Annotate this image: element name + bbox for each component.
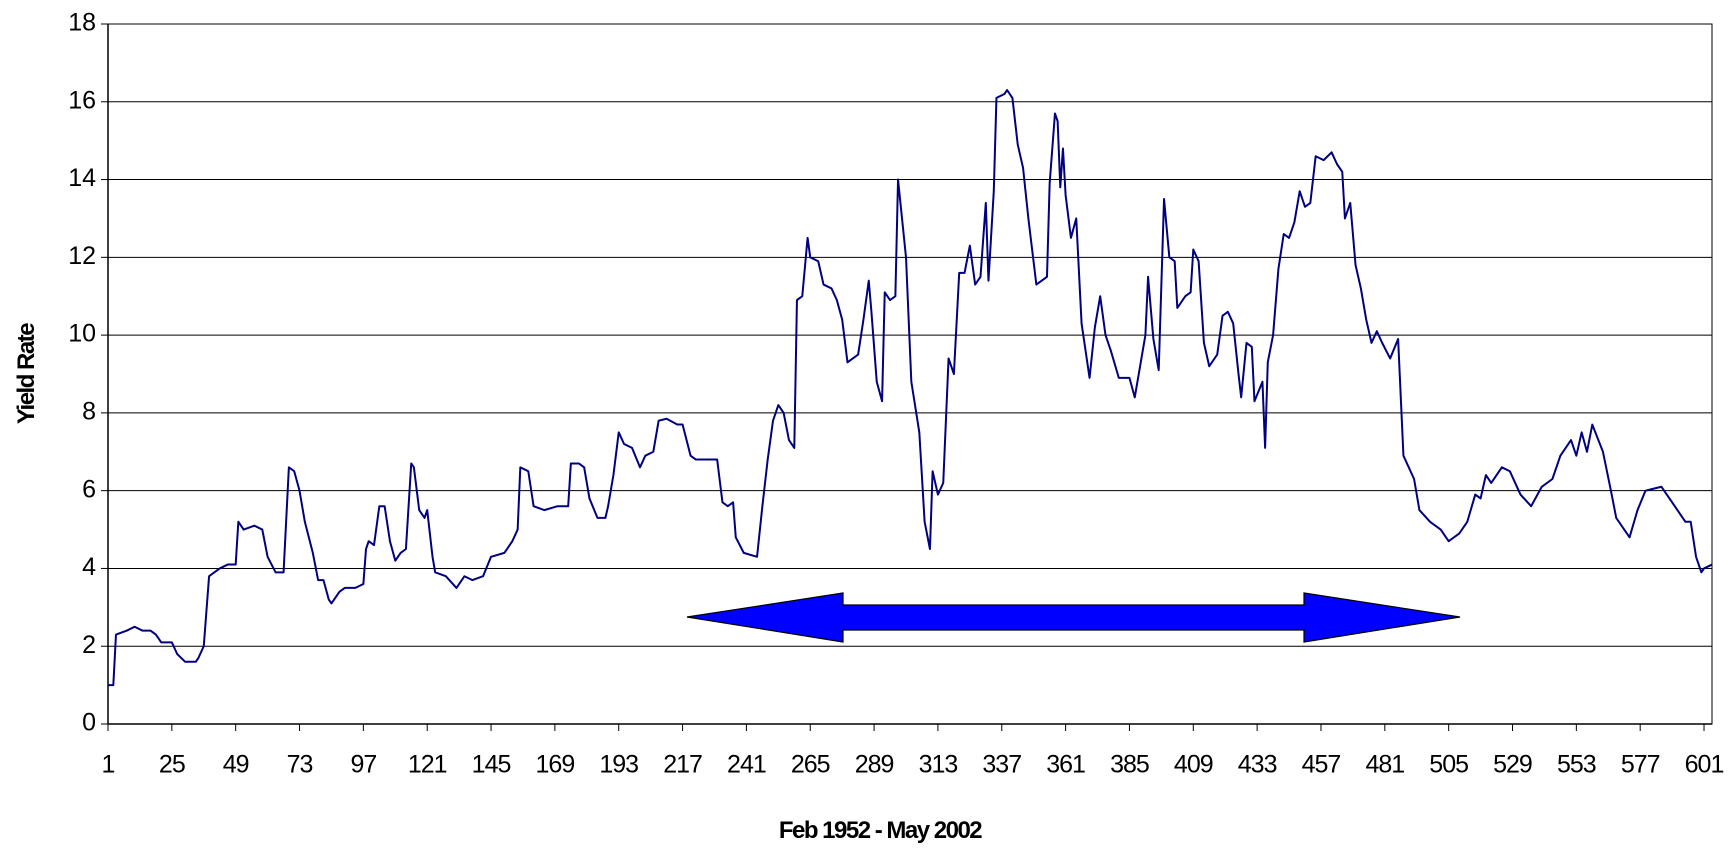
x-tick-label: 217 <box>663 751 702 779</box>
x-tick-label: 193 <box>599 751 638 779</box>
y-tick-label: 4 <box>82 553 96 581</box>
double-arrow <box>686 592 1461 643</box>
x-tick-label: 457 <box>1302 751 1341 779</box>
x-tick-label: 385 <box>1110 751 1149 779</box>
x-tick-label: 145 <box>472 751 511 779</box>
x-tick-label: 313 <box>919 751 958 779</box>
x-tick-label: 1 <box>102 751 115 779</box>
y-tick-label: 18 <box>68 9 96 37</box>
y-tick-label: 2 <box>82 631 96 659</box>
y-tick-label: 10 <box>68 320 96 348</box>
x-tick-label: 25 <box>159 751 185 779</box>
y-tick-label: 0 <box>82 709 96 737</box>
x-tick-label: 121 <box>408 751 447 779</box>
x-tick-label: 337 <box>982 751 1021 779</box>
x-tick-label: 529 <box>1493 751 1532 779</box>
x-tick-label: 49 <box>223 751 249 779</box>
x-tick-label: 289 <box>855 751 894 779</box>
x-tick-label: 361 <box>1046 751 1085 779</box>
x-tick-label: 553 <box>1557 751 1596 779</box>
x-tick-label: 433 <box>1238 751 1277 779</box>
x-tick-label: 169 <box>536 751 575 779</box>
x-tick-label: 577 <box>1621 751 1660 779</box>
y-tick-label: 8 <box>82 397 96 425</box>
y-tick-label: 16 <box>68 86 96 114</box>
x-tick-label: 97 <box>350 751 376 779</box>
x-tick-label: 601 <box>1685 751 1724 779</box>
y-axis-title: Yield Rate <box>13 323 40 424</box>
x-axis-title: Feb 1952 - May 2002 <box>779 817 982 844</box>
x-tick-label: 505 <box>1429 751 1468 779</box>
x-tick-label: 481 <box>1365 751 1404 779</box>
x-tick-label: 265 <box>791 751 830 779</box>
x-tick-label: 73 <box>287 751 313 779</box>
y-tick-label: 6 <box>82 475 96 503</box>
data-line <box>108 89 1713 687</box>
x-tick-label: 409 <box>1174 751 1213 779</box>
x-tick-label: 241 <box>727 751 766 779</box>
y-tick-label: 12 <box>68 242 96 270</box>
y-tick-label: 14 <box>68 164 96 192</box>
